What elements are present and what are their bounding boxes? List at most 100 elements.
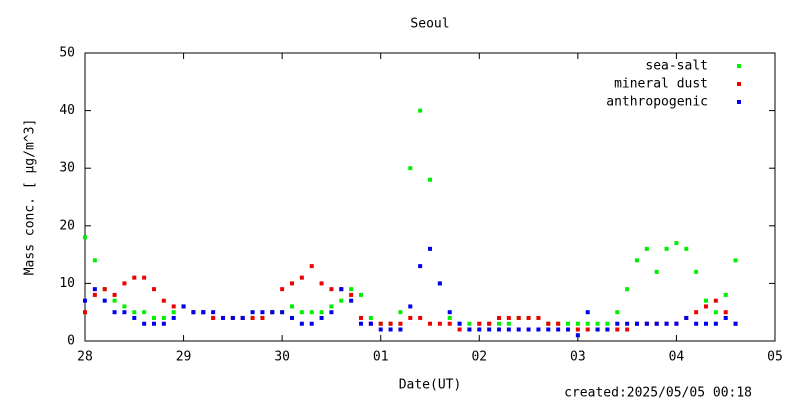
data-point — [221, 315, 225, 320]
data-point — [161, 321, 166, 326]
data-point — [122, 281, 127, 286]
data-point — [428, 177, 432, 182]
data-point — [723, 292, 728, 297]
data-point — [477, 321, 482, 326]
data-point — [635, 321, 639, 326]
data-point — [526, 315, 531, 320]
data-point — [201, 310, 206, 315]
legend-marker — [737, 82, 741, 86]
data-point — [122, 304, 127, 309]
y-tick-label: 30 — [59, 161, 75, 176]
x-tick-label: 02 — [471, 350, 487, 365]
x-tick-label: 30 — [274, 350, 290, 365]
data-point — [615, 310, 620, 315]
data-point — [191, 310, 196, 315]
data-point — [270, 310, 275, 315]
data-point — [546, 321, 551, 326]
data-point — [654, 269, 659, 274]
data-point — [497, 321, 501, 326]
data-point — [171, 310, 176, 315]
data-point — [260, 315, 265, 320]
data-point — [299, 275, 304, 280]
y-tick-label: 40 — [59, 103, 75, 118]
data-point — [546, 327, 551, 332]
data-point — [388, 321, 393, 326]
data-point — [674, 321, 679, 326]
data-point — [142, 310, 147, 315]
data-point — [566, 327, 570, 332]
data-point — [477, 327, 482, 332]
data-point — [674, 241, 679, 246]
data-point — [161, 298, 166, 303]
data-point — [704, 321, 708, 326]
data-point — [684, 246, 689, 251]
data-point — [575, 333, 580, 338]
data-point — [566, 321, 570, 326]
data-point — [92, 292, 97, 297]
data-point — [585, 310, 590, 315]
data-point — [585, 321, 590, 326]
legend-label: mineral dust — [614, 77, 708, 92]
y-tick-label: 10 — [59, 276, 75, 291]
data-point — [132, 310, 137, 315]
data-point — [368, 321, 373, 326]
data-point — [536, 327, 541, 332]
data-point — [723, 310, 728, 315]
data-point — [83, 310, 87, 315]
data-point — [161, 315, 166, 320]
data-point — [181, 304, 186, 309]
data-point — [654, 321, 659, 326]
data-point — [132, 315, 137, 320]
data-point — [516, 315, 521, 320]
y-tick-label: 20 — [59, 218, 75, 233]
data-point — [398, 321, 403, 326]
data-point — [349, 298, 354, 303]
data-point — [497, 327, 501, 332]
data-point — [437, 281, 442, 286]
legend-label: anthropogenic — [606, 95, 708, 110]
data-point — [487, 327, 492, 332]
data-point — [506, 327, 511, 332]
data-point — [112, 310, 117, 315]
data-point — [240, 315, 245, 320]
data-point — [595, 321, 600, 326]
x-axis-label: Date(UT) — [399, 378, 462, 393]
data-point — [447, 321, 452, 326]
data-point — [250, 315, 255, 320]
data-point — [152, 315, 156, 320]
data-point — [694, 321, 699, 326]
data-point — [704, 298, 708, 303]
data-point — [595, 327, 600, 332]
data-point — [319, 281, 324, 286]
data-point — [605, 321, 610, 326]
x-tick-label: 05 — [767, 350, 783, 365]
data-point — [250, 310, 255, 315]
data-point — [447, 310, 452, 315]
data-point — [378, 327, 383, 332]
data-point — [309, 321, 314, 326]
data-point — [526, 327, 531, 332]
data-point — [447, 315, 452, 320]
footer: created:2025/05/05 00:18 — [564, 386, 752, 400]
data-point — [713, 298, 718, 303]
data-point — [506, 321, 511, 326]
data-point — [142, 275, 147, 280]
data-point — [625, 327, 630, 332]
data-point — [713, 310, 718, 315]
data-point — [83, 235, 87, 240]
legend-label: sea-salt — [645, 59, 708, 74]
data-point — [516, 327, 521, 332]
data-point — [428, 321, 432, 326]
data-point — [319, 315, 324, 320]
x-tick-label: 01 — [373, 350, 389, 365]
data-point — [349, 292, 354, 297]
data-point — [359, 292, 363, 297]
data-point — [408, 166, 413, 171]
data-point — [329, 287, 334, 292]
data-point — [359, 315, 363, 320]
data-point — [723, 315, 728, 320]
data-point — [211, 315, 216, 320]
data-point — [713, 321, 718, 326]
data-point — [309, 310, 314, 315]
data-point — [437, 321, 442, 326]
